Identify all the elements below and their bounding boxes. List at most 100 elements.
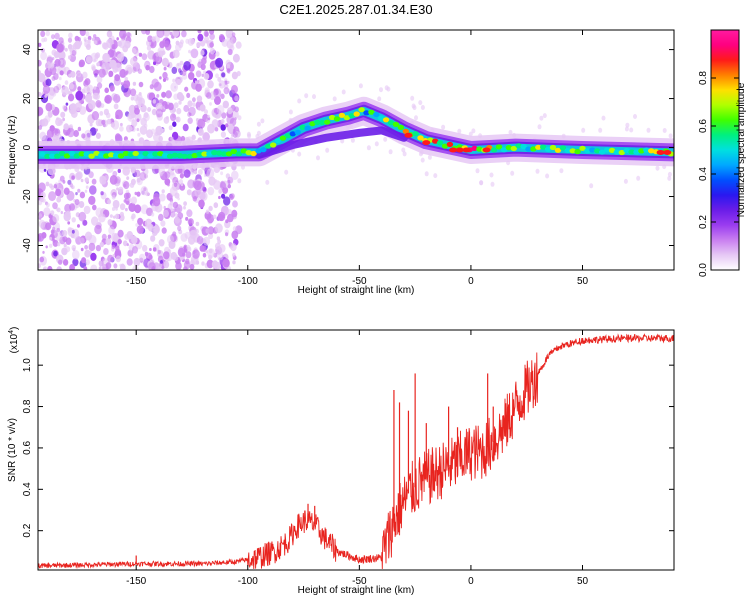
noise-speckle xyxy=(147,107,152,112)
x-tick-label: 50 xyxy=(577,576,589,587)
noise-speckle xyxy=(136,191,141,197)
noise-speckle xyxy=(158,239,165,247)
ridge-peak xyxy=(564,148,571,154)
ridge-peak xyxy=(540,144,547,150)
noise-speckle xyxy=(132,81,137,86)
noise-speckle xyxy=(102,52,110,63)
noise-speckle xyxy=(184,86,189,92)
noise-speckle xyxy=(62,236,68,243)
noise-speckle xyxy=(183,169,191,178)
noise-speckle xyxy=(86,95,90,101)
noise-speckle xyxy=(212,112,216,117)
noise-speckle xyxy=(75,90,84,101)
noise-speckle xyxy=(162,78,167,82)
noise-speckle xyxy=(221,193,226,199)
noise-speckle xyxy=(76,71,82,78)
ridge-peak xyxy=(216,150,223,156)
ridge-peak xyxy=(382,117,390,123)
noise-speckle xyxy=(118,39,126,49)
x-tick-label: -50 xyxy=(352,276,367,287)
ridge-peak xyxy=(613,149,621,155)
noise-speckle xyxy=(158,213,164,221)
noise-speckle xyxy=(159,193,166,202)
ridge-peak xyxy=(122,150,130,157)
noise-speckle xyxy=(104,87,109,94)
noise-speckle xyxy=(101,42,108,49)
noise-speckle xyxy=(187,112,192,117)
noise-speckle xyxy=(72,258,79,267)
ridge-peak xyxy=(117,153,125,159)
noise-speckle xyxy=(105,112,111,119)
noise-speckle xyxy=(176,78,182,86)
noise-speckle xyxy=(535,168,540,174)
noise-speckle xyxy=(216,236,221,241)
ridge-peak xyxy=(54,153,61,159)
noise-speckle xyxy=(183,201,188,207)
noise-speckle xyxy=(232,110,239,119)
noise-speckle xyxy=(106,118,112,125)
noise-speckle xyxy=(84,245,88,250)
noise-speckle xyxy=(51,34,55,40)
noise-speckle xyxy=(74,35,80,42)
noise-speckle xyxy=(74,102,82,112)
noise-speckle xyxy=(99,175,107,185)
noise-speckle xyxy=(91,216,99,226)
ridge-peak xyxy=(270,142,277,148)
noise-speckle xyxy=(117,229,124,238)
noise-speckle xyxy=(65,210,71,218)
noise-speckle xyxy=(38,91,41,97)
snr-plot-area xyxy=(38,333,674,570)
ridge-hotspot xyxy=(656,149,665,155)
noise-speckle xyxy=(142,244,148,252)
noise-speckle xyxy=(162,30,171,37)
noise-speckle xyxy=(124,76,128,82)
noise-speckle xyxy=(137,132,141,137)
noise-speckle xyxy=(110,87,114,92)
noise-speckle xyxy=(81,257,87,264)
noise-speckle xyxy=(102,61,111,72)
noise-speckle xyxy=(230,243,237,252)
noise-speckle xyxy=(83,266,88,270)
noise-speckle xyxy=(40,51,47,61)
noise-speckle xyxy=(176,107,182,115)
noise-speckle xyxy=(42,84,51,94)
noise-speckle xyxy=(655,165,660,171)
ridge-peak xyxy=(83,151,90,157)
noise-speckle xyxy=(126,124,133,133)
noise-speckle xyxy=(188,72,195,80)
noise-speckle xyxy=(125,70,129,74)
noise-speckle xyxy=(636,175,641,181)
ridge-peak xyxy=(49,153,56,159)
noise-speckle xyxy=(53,85,60,94)
noise-speckle xyxy=(601,115,606,121)
noise-speckle xyxy=(93,58,97,62)
noise-speckle xyxy=(207,80,214,89)
noise-speckle xyxy=(136,118,140,123)
colorbar-tick-label: 0.2 xyxy=(698,215,709,229)
noise-speckle xyxy=(66,190,75,201)
noise-speckle xyxy=(646,127,651,133)
noise-speckle xyxy=(181,70,187,76)
noise-speckle xyxy=(108,70,114,78)
noise-speckle xyxy=(103,248,109,255)
noise-speckle xyxy=(168,125,173,131)
noise-speckle xyxy=(457,128,462,134)
noise-speckle xyxy=(231,230,239,240)
noise-speckle xyxy=(115,245,120,251)
noise-speckle xyxy=(190,169,195,175)
noise-speckle xyxy=(54,53,59,59)
noise-speckle xyxy=(77,126,82,132)
noise-speckle xyxy=(424,171,429,177)
noise-speckle xyxy=(130,196,137,205)
noise-speckle xyxy=(94,53,99,60)
noise-speckle xyxy=(38,73,46,83)
ridge-peak xyxy=(579,145,586,151)
noise-speckle xyxy=(126,31,131,38)
noise-speckle xyxy=(147,35,153,43)
noise-speckle xyxy=(56,196,62,203)
noise-speckle xyxy=(134,50,140,57)
noise-speckle xyxy=(63,123,69,131)
noise-speckle xyxy=(174,216,181,224)
noise-speckle xyxy=(167,102,174,111)
noise-speckle xyxy=(225,123,229,128)
